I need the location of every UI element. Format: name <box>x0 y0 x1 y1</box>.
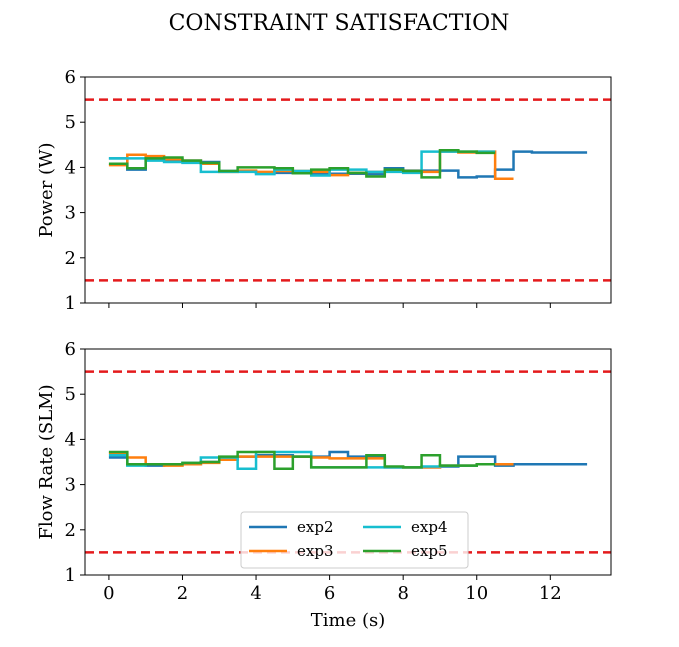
power-subplot: 1 2 3 4 5 6 Power (W) <box>36 67 612 314</box>
series-line-exp5 <box>108 148 496 179</box>
legend-label-exp5: exp5 <box>411 542 447 560</box>
x-tick-label: 10 <box>465 583 488 604</box>
y-tick-label: 5 <box>65 384 76 405</box>
axes-frame <box>84 76 612 304</box>
x-tick-label: 12 <box>539 583 562 604</box>
axes-frame <box>84 348 612 576</box>
y-tick-label: 6 <box>65 67 76 88</box>
legend-label-exp4: exp4 <box>411 518 447 536</box>
legend-label-exp3: exp3 <box>297 542 333 560</box>
y-tick-label: 3 <box>65 203 76 224</box>
figure-title: CONSTRAINT SATISFACTION <box>169 11 510 36</box>
legend: exp2 exp3 exp4 exp5 <box>240 511 469 569</box>
x-tick-label: 6 <box>324 583 335 604</box>
y-tick-label: 1 <box>65 565 76 586</box>
y-tick-label: 6 <box>65 339 76 360</box>
x-tick-label: 4 <box>250 583 261 604</box>
y-tick-label: 3 <box>65 475 76 496</box>
plot-area <box>85 98 611 282</box>
x-tick-label: 2 <box>177 583 188 604</box>
y-tick-label: 4 <box>65 157 76 178</box>
y-axis-label: Power (W) <box>36 142 57 237</box>
legend-label-exp2: exp2 <box>297 518 333 536</box>
y-tick-label: 4 <box>65 429 76 450</box>
y-axis-label: Flow Rate (SLM) <box>36 384 57 539</box>
y-tick-label: 2 <box>65 520 76 541</box>
x-tick-label: 0 <box>103 583 114 604</box>
y-tick-label: 5 <box>65 112 76 133</box>
x-tick-label: 8 <box>397 583 408 604</box>
plot-area <box>85 370 611 554</box>
series-line-exp5 <box>108 450 496 471</box>
x-axis-label: Time (s) <box>311 610 386 631</box>
legend-box <box>240 511 469 569</box>
y-tick-label: 1 <box>65 293 76 314</box>
y-tick-label: 2 <box>65 248 76 269</box>
